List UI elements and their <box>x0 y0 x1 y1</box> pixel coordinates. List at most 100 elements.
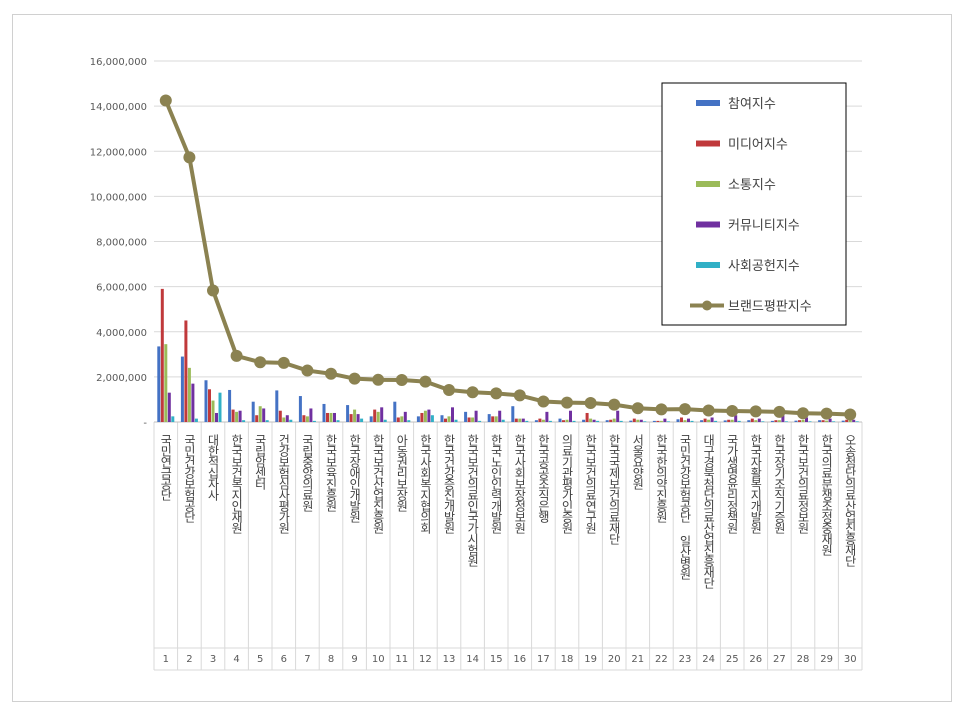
bar <box>619 420 623 422</box>
bar <box>841 420 845 422</box>
bar <box>629 420 633 422</box>
bar <box>747 420 751 422</box>
bar <box>157 346 161 422</box>
bar <box>430 415 434 422</box>
rank-label: 2 <box>186 654 192 665</box>
bar <box>848 420 852 422</box>
chart-frame: 16,000,000 14,000,000 12,000,000 10,000,000… <box>12 14 952 702</box>
bar <box>845 419 849 422</box>
legend-label: 미디어지수 <box>728 138 788 153</box>
bar <box>258 406 262 422</box>
bar <box>612 418 616 422</box>
line-point <box>844 408 857 421</box>
bar <box>754 420 758 422</box>
bar <box>518 418 522 422</box>
bar <box>825 420 829 422</box>
bar <box>228 389 232 422</box>
bar <box>184 320 188 422</box>
legend-label: 커뮤니티지수 <box>728 219 800 234</box>
legend-swatch <box>696 221 720 228</box>
rank-label: 16 <box>513 654 526 665</box>
bar <box>420 412 424 422</box>
bar <box>474 410 478 422</box>
y-tick-label: 2,000,000 <box>96 373 147 384</box>
category-label: 한국건강증진개발원 <box>442 434 456 534</box>
legend-label: 사회공헌지수 <box>728 259 800 274</box>
line-point <box>561 396 573 409</box>
y-tick-label: 10,000,000 <box>90 192 147 203</box>
bar <box>302 415 306 422</box>
bar <box>211 400 215 422</box>
bar <box>164 344 168 422</box>
rank-label: 5 <box>257 654 263 665</box>
bar <box>312 420 316 422</box>
category-label: 대구경북첨단의료산업진흥재단 <box>702 434 716 589</box>
bar <box>855 421 859 422</box>
y-tick-label: 8,000,000 <box>96 238 147 249</box>
legend-label: 소통지수 <box>728 178 776 193</box>
bar <box>349 414 353 422</box>
bar <box>427 409 431 422</box>
bar <box>730 419 734 422</box>
category-label: 한국보건복지인재원 <box>230 434 244 534</box>
bar <box>794 420 798 422</box>
bar <box>770 420 774 422</box>
rank-label: 6 <box>281 654 287 665</box>
line-point <box>679 403 691 416</box>
line-point <box>584 397 597 410</box>
bar <box>242 420 246 422</box>
line-point <box>372 373 385 386</box>
legend-marker <box>702 300 712 311</box>
bar <box>663 418 667 422</box>
bar <box>393 401 397 422</box>
category-label: 국립중앙의료원 <box>300 434 314 512</box>
bar <box>801 419 805 422</box>
legend-swatch <box>696 140 720 147</box>
bar <box>821 420 825 422</box>
bar <box>545 411 549 422</box>
category-label: 한국보건의료정보원 <box>796 434 810 534</box>
category-label: 국가생명윤리정책원 <box>725 434 739 534</box>
bar <box>605 420 609 422</box>
bar <box>774 420 778 422</box>
category-label: 국민건강보험공단 일산병원 <box>678 434 692 580</box>
line-point <box>419 375 432 388</box>
bar <box>501 419 505 422</box>
bar <box>275 390 279 422</box>
bar <box>548 420 552 422</box>
line-point <box>513 389 526 402</box>
category-label: 한국공공조직은행 <box>536 434 550 523</box>
bar <box>251 401 255 422</box>
bar <box>467 417 471 422</box>
bar <box>285 415 289 422</box>
bar <box>471 417 475 422</box>
bar <box>714 420 718 422</box>
rank-label: 8 <box>328 654 334 665</box>
bar <box>329 412 333 422</box>
rank-label: 15 <box>490 654 503 665</box>
rank-label: 20 <box>608 654 621 665</box>
category-label: 국민건강보험공단 <box>182 434 196 523</box>
category-label: 의료기관평가인증원 <box>560 434 574 534</box>
bar <box>808 421 812 422</box>
bar <box>541 419 545 422</box>
bar <box>805 417 808 422</box>
bar <box>353 409 357 422</box>
bar <box>356 414 360 422</box>
bar <box>710 417 714 422</box>
bar <box>416 416 420 422</box>
bar <box>204 380 208 422</box>
bar <box>403 411 407 422</box>
bar <box>187 367 191 422</box>
category-label: 한국자활복지개발원 <box>749 434 763 534</box>
category-label: 한국노인인력개발원 <box>489 434 503 534</box>
bar <box>609 419 613 422</box>
category-label: 한국보건의료연구원 <box>584 434 598 534</box>
bar <box>423 410 427 422</box>
line-point <box>702 404 715 417</box>
rank-label: 25 <box>726 654 739 665</box>
brand-reputation-chart: 16,000,00014,000,00012,000,00010,000,000… <box>90 57 863 671</box>
bar <box>757 418 761 422</box>
bar <box>180 356 184 422</box>
legend-box <box>661 82 847 326</box>
